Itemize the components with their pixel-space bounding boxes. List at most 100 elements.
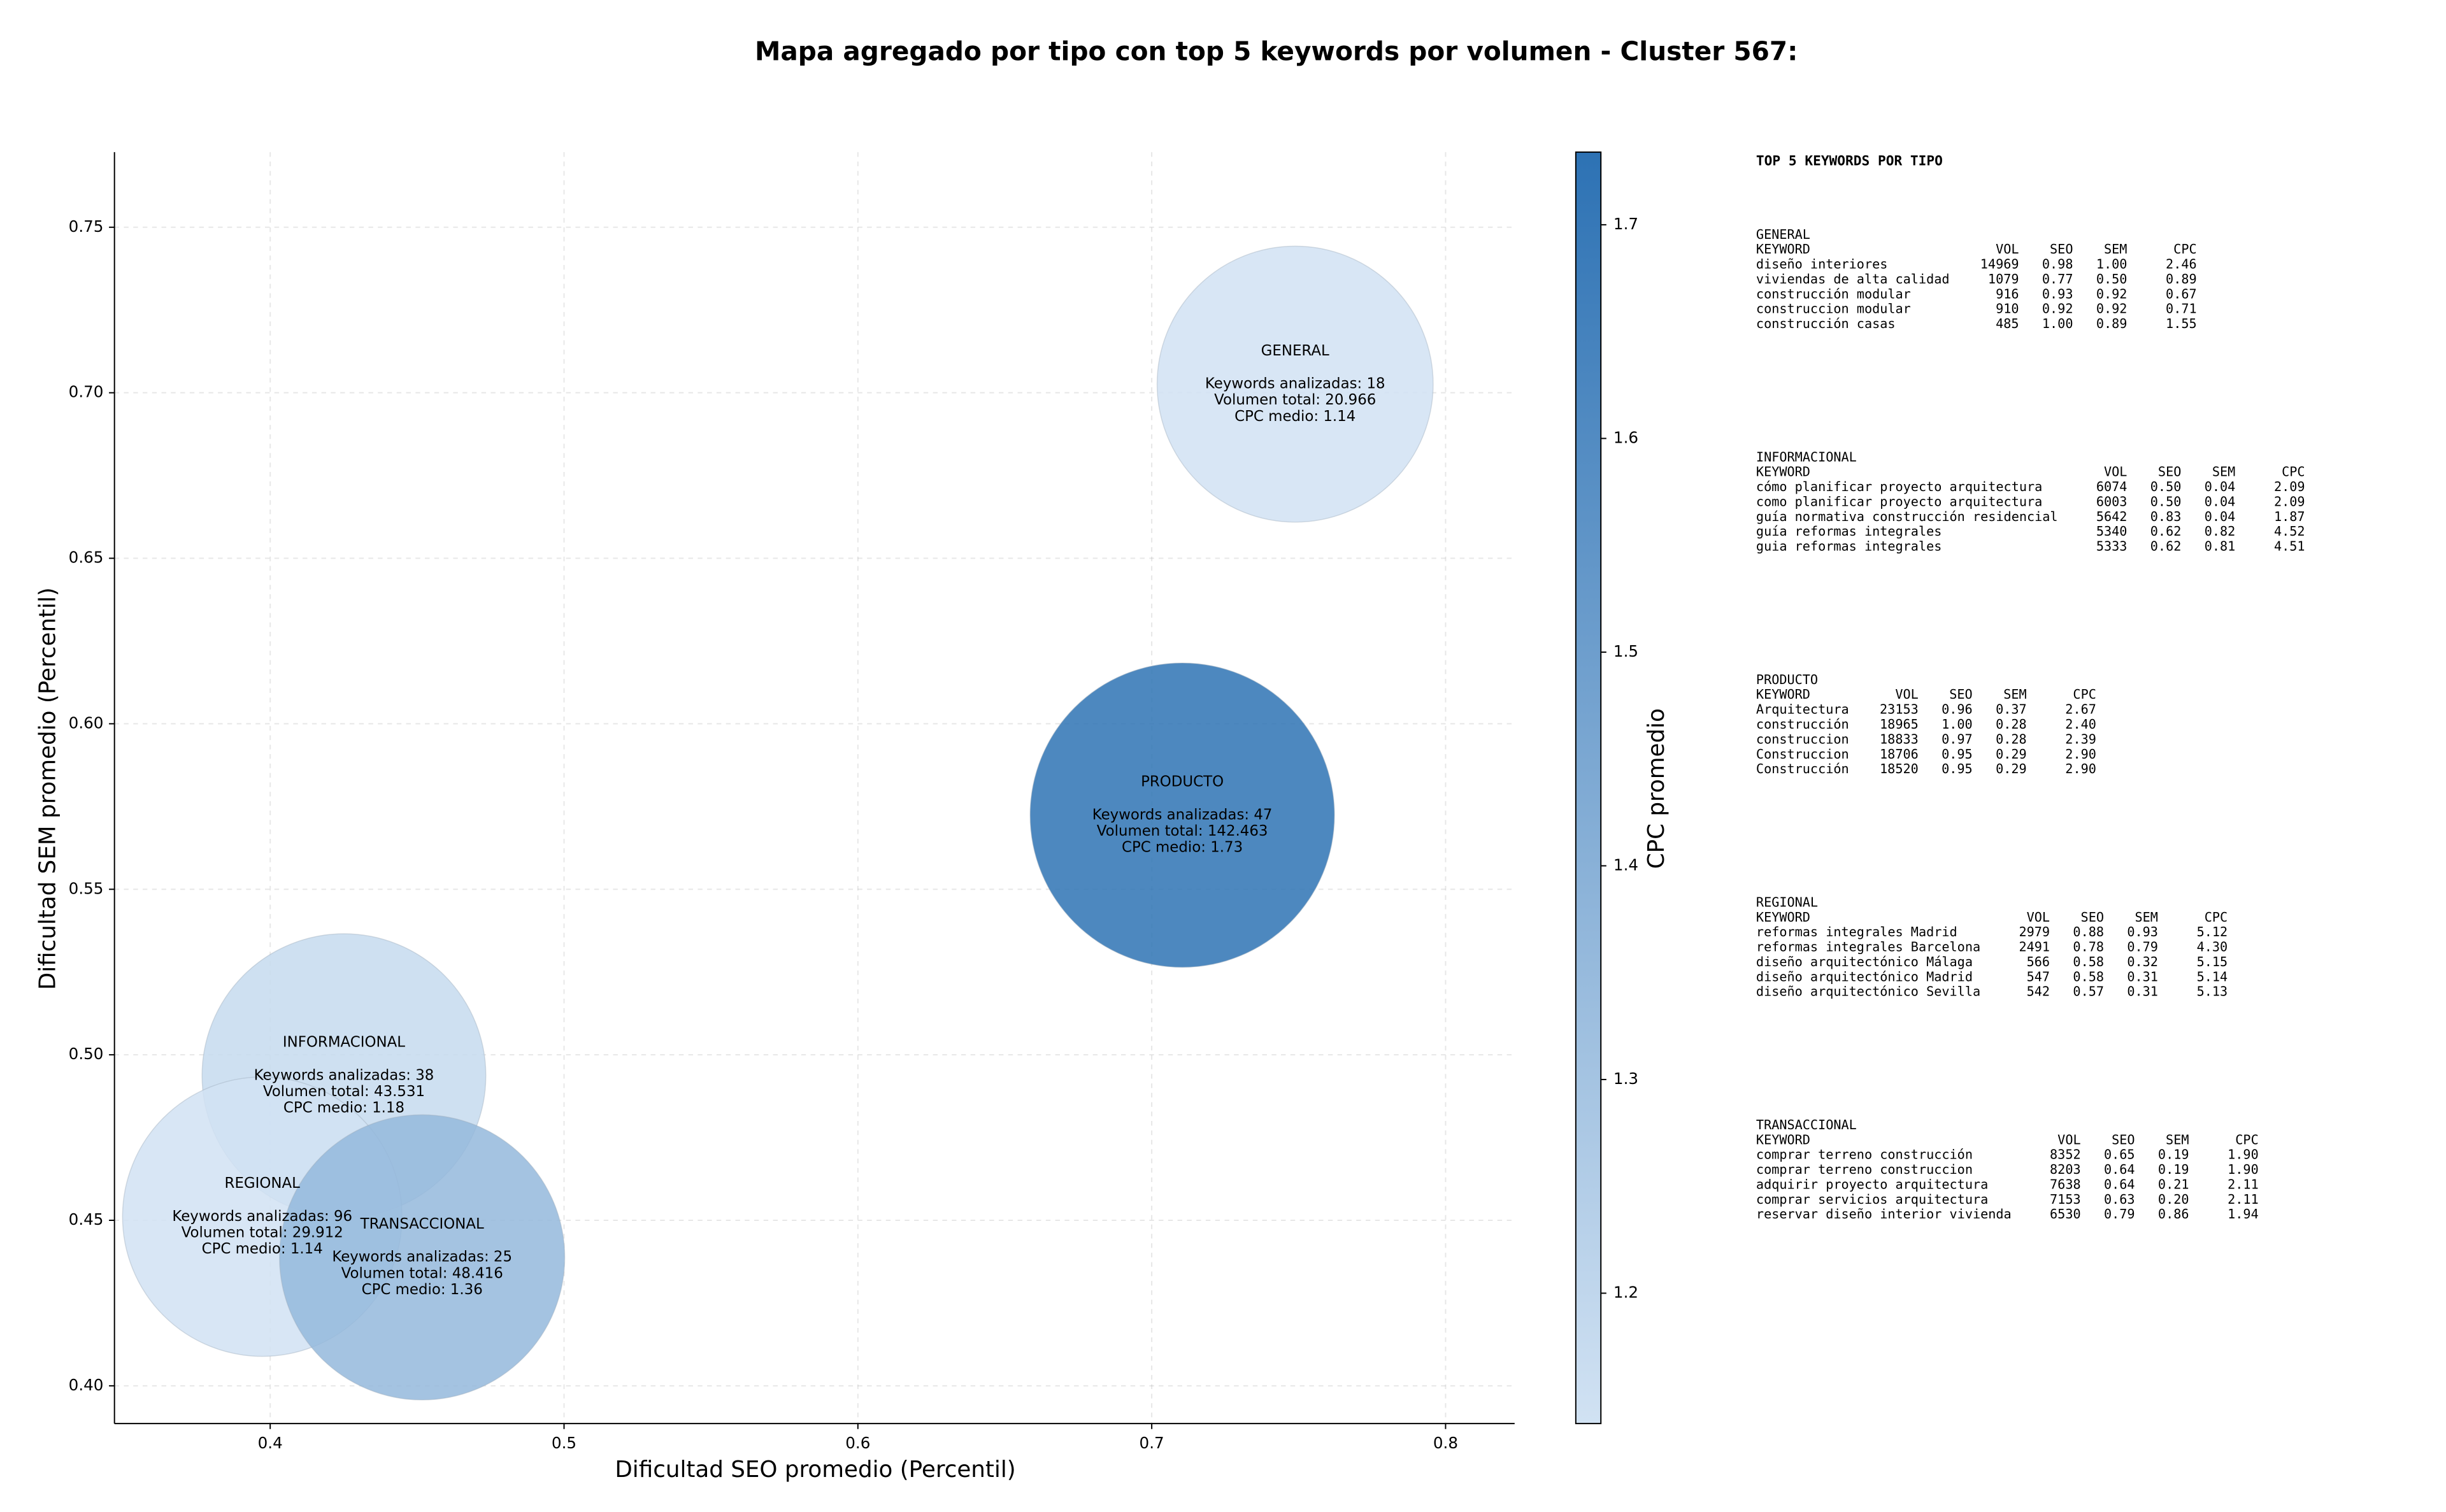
table-cell: 1.94	[2228, 1206, 2259, 1222]
table-cell: 0.04	[2205, 509, 2236, 524]
table-cell: 1079	[1988, 271, 2019, 287]
table-cell: 5333	[2096, 539, 2128, 554]
y-tick-label: 0.60	[69, 713, 104, 732]
table-cell: comprar terreno construccion	[1756, 1162, 1973, 1177]
table-cell: 0.88	[2073, 924, 2104, 939]
table-cell: 0.89	[2166, 271, 2197, 287]
table-header: CPC	[2235, 1132, 2258, 1147]
table-header: SEM	[2212, 464, 2235, 480]
table-cell: 8352	[2050, 1147, 2081, 1162]
table-header: SEO	[2081, 909, 2104, 925]
table-header: KEYWORD	[1756, 464, 1810, 480]
bubble-label: Volumen total: 20.966	[1214, 392, 1376, 408]
x-tick-label: 0.6	[845, 1434, 870, 1452]
table-cell: 0.32	[2127, 954, 2158, 969]
table-cell: comprar terreno construcción	[1756, 1147, 1973, 1162]
table-cell: 5.14	[2197, 969, 2228, 984]
table-cell: 0.50	[2150, 479, 2182, 494]
table-cell: 542	[2027, 984, 2050, 999]
table-cell: 1.55	[2166, 316, 2197, 331]
table-cell: 0.57	[2073, 984, 2104, 999]
table-cell: diseño arquitectónico Málaga	[1756, 954, 1973, 969]
table-cell: 0.65	[2104, 1147, 2135, 1162]
table-cell: 6003	[2096, 494, 2128, 509]
table-cell: 0.95	[1942, 761, 1973, 776]
table-header: VOL	[2104, 464, 2127, 480]
table-cell: 916	[1996, 286, 2019, 301]
colorbar-tick-label: 1.7	[1613, 215, 1638, 233]
table-cell: 0.62	[2150, 539, 2182, 554]
table-cell: 0.92	[2096, 286, 2128, 301]
colorbar-tick-label: 1.6	[1613, 428, 1638, 446]
table-cell: diseño arquitectónico Sevilla	[1756, 984, 1980, 999]
table-cell: 2979	[2019, 924, 2050, 939]
table-cell: 0.62	[2150, 524, 2182, 539]
table-cell: 0.04	[2205, 494, 2236, 509]
table-cell: 2.90	[2065, 761, 2096, 776]
table-cell: 2.39	[2065, 731, 2096, 746]
table-cell: 0.64	[2104, 1162, 2135, 1177]
table-cell: construcción	[1756, 717, 1849, 732]
table-cell: 5.12	[2197, 924, 2228, 939]
table-cell: 0.63	[2104, 1192, 2135, 1207]
x-tick-label: 0.8	[1433, 1434, 1458, 1452]
y-tick-label: 0.50	[69, 1045, 104, 1063]
table-cell: 2.09	[2274, 479, 2305, 494]
table-cell: 0.82	[2205, 524, 2236, 539]
table-cell: 4.51	[2274, 539, 2305, 554]
table-cell: 0.93	[2042, 286, 2073, 301]
colorbar-tick-label: 1.2	[1613, 1283, 1638, 1301]
table-cell: 14969	[1980, 257, 2019, 272]
table-cell: 0.77	[2042, 271, 2073, 287]
bubble-label: Volumen total: 29.912	[182, 1224, 343, 1241]
table-cell: 0.31	[2127, 969, 2158, 984]
table-cell: 5.13	[2197, 984, 2228, 999]
table-cell: viviendas de alta calidad	[1756, 271, 1950, 287]
y-tick-label: 0.75	[69, 217, 104, 236]
table-cell: 23153	[1880, 702, 1919, 717]
table-cell: 18706	[1880, 746, 1919, 762]
table-header: VOL	[2027, 909, 2050, 925]
table-cell: construccion modular	[1756, 301, 1911, 317]
table-header: CPC	[2282, 464, 2305, 480]
bubble-label: Keywords analizadas: 38	[254, 1067, 434, 1083]
table-header: SEO	[2050, 241, 2073, 257]
table-cell: como planificar proyecto arquitectura	[1756, 494, 2042, 509]
table-cell: 1.90	[2228, 1147, 2259, 1162]
table-header: KEYWORD	[1756, 241, 1810, 257]
x-axis-label: Dificultad SEO promedio (Percentil)	[615, 1457, 1015, 1483]
bubble-title: GENERAL	[1261, 343, 1329, 359]
table-cell: 0.50	[2150, 494, 2182, 509]
bubble-label: CPC medio: 1.14	[202, 1241, 323, 1257]
table-header: KEYWORD	[1756, 1132, 1810, 1147]
table-cell: 5.15	[2197, 954, 2228, 969]
table-cell: 0.19	[2158, 1162, 2189, 1177]
table-cell: 0.71	[2166, 301, 2197, 317]
bubble-title: INFORMACIONAL	[283, 1034, 405, 1051]
y-tick-label: 0.70	[69, 383, 104, 401]
bubble-title: PRODUCTO	[1141, 774, 1224, 790]
table-cell: 4.52	[2274, 524, 2305, 539]
table-cell: 18965	[1880, 717, 1919, 732]
table-cell: diseño interiores	[1756, 257, 1887, 272]
table-cell: 2491	[2019, 939, 2050, 955]
table-cell: 1.00	[2096, 257, 2128, 272]
table-header: VOL	[1996, 241, 2019, 257]
table-cell: 1.87	[2274, 509, 2305, 524]
bubble-label: CPC medio: 1.14	[1234, 408, 1355, 425]
table-cell: 485	[1996, 316, 2019, 331]
table-header: CPC	[2073, 687, 2096, 702]
table-cell: 0.29	[1996, 761, 2027, 776]
table-cell: Construccion	[1756, 746, 1849, 762]
table-cell: cómo planificar proyecto arquitectura	[1756, 479, 2042, 494]
chart-title: Mapa agregado por tipo con top 5 keyword…	[755, 36, 1798, 67]
table-cell: 6074	[2096, 479, 2128, 494]
table-header: CPC	[2205, 909, 2228, 925]
table-cell: 1.00	[1942, 717, 1973, 732]
bubble-label: Keywords analizadas: 96	[172, 1208, 352, 1225]
table-cell: 2.40	[2065, 717, 2096, 732]
table-cell: adquirir proyecto arquitectura	[1756, 1176, 1988, 1192]
table-cell: 18520	[1880, 761, 1919, 776]
bubble-label: Volumen total: 142.463	[1097, 823, 1268, 839]
